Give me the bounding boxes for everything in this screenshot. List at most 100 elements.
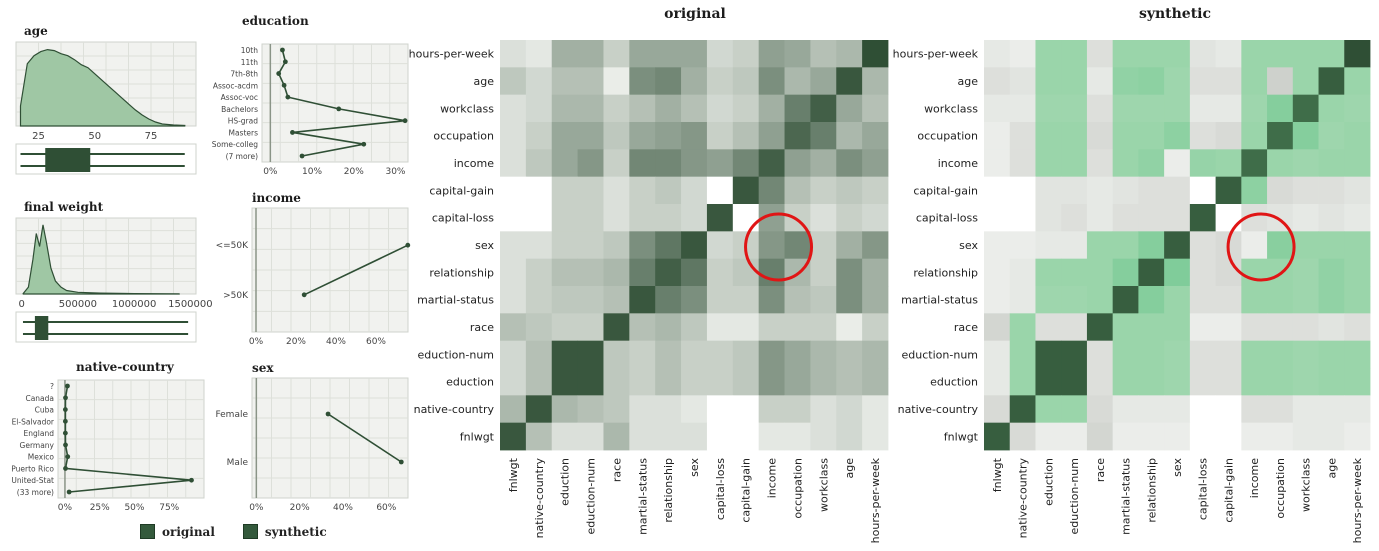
heatmap-synthetic-cell bbox=[1138, 340, 1165, 369]
heatmap-synthetic-cell bbox=[1189, 94, 1216, 123]
heatmap-synthetic-cell bbox=[1189, 340, 1216, 369]
heatmap-synthetic-cell bbox=[1009, 258, 1036, 287]
heatmap-synthetic-cell bbox=[1241, 258, 1268, 287]
sex-point bbox=[398, 459, 404, 465]
heatmap-original-cell bbox=[706, 122, 734, 150]
heatmap-synthetic-row-label: eduction bbox=[930, 376, 978, 389]
heatmap-synthetic-cell bbox=[1061, 422, 1088, 451]
heatmap-synthetic-cell bbox=[1344, 422, 1371, 451]
heatmap-original-cell bbox=[706, 286, 734, 314]
education-category-label: Some-colleg bbox=[212, 140, 258, 149]
heatmap-original-cell bbox=[577, 40, 604, 68]
heatmap-original-cell bbox=[862, 204, 889, 232]
legend: original synthetic bbox=[140, 524, 327, 539]
heatmap-original-cell bbox=[525, 313, 553, 342]
heatmap-synthetic-cell bbox=[1189, 368, 1216, 396]
sex-xtick-label: 40% bbox=[333, 503, 353, 513]
heatmap-original-cell bbox=[655, 368, 682, 396]
heatmap-original-cell bbox=[500, 286, 527, 314]
heatmap-original-cell bbox=[551, 395, 578, 424]
heatmap-original-cell bbox=[810, 422, 837, 451]
heatmap-synthetic-cell bbox=[1241, 122, 1268, 150]
heatmap-synthetic-cell bbox=[1061, 313, 1088, 342]
heatmap-original-cell bbox=[732, 395, 760, 424]
heatmap-original-cell bbox=[732, 122, 760, 150]
heatmap-synthetic-cell bbox=[1035, 286, 1062, 314]
income-title: income bbox=[252, 191, 301, 205]
heatmap-original-cell bbox=[500, 422, 527, 451]
income-point bbox=[405, 242, 411, 248]
heatmap-synthetic-grid: hours-per-week age workclass occupation inco… bbox=[893, 40, 1371, 543]
heatmap-synthetic-cell bbox=[1086, 122, 1114, 150]
heatmap-synthetic-cell bbox=[1009, 67, 1036, 96]
heatmap-original-cell bbox=[810, 40, 837, 68]
legend-item-synthetic: synthetic bbox=[242, 524, 327, 539]
heatmap-synthetic-cell bbox=[1035, 204, 1062, 232]
heatmap-original-cell bbox=[681, 340, 708, 369]
heatmap-synthetic-cell bbox=[1292, 422, 1319, 451]
heatmap-synthetic-cell bbox=[1112, 149, 1139, 178]
heatmap-synthetic-cell bbox=[1061, 286, 1088, 314]
heatmap-synthetic-cell bbox=[1189, 258, 1216, 287]
heatmap-synthetic-cell bbox=[1267, 149, 1294, 178]
heatmap-synthetic-cell bbox=[1138, 368, 1165, 396]
heatmap-synthetic-cell bbox=[984, 149, 1011, 178]
income-xtick-label: 60% bbox=[366, 337, 386, 347]
native-country-category-label: Germany bbox=[20, 441, 55, 450]
native-country-xtick-label: 75% bbox=[159, 503, 179, 513]
heatmap-original-title: original bbox=[664, 6, 726, 22]
heatmap-original-cell bbox=[500, 67, 527, 96]
heatmap-synthetic-cell bbox=[1267, 94, 1294, 123]
education-point bbox=[290, 130, 295, 135]
heatmap-synthetic-cell bbox=[1292, 94, 1319, 123]
heatmap-synthetic-row-label: capital-loss bbox=[916, 212, 978, 225]
income-xtick-label: 0% bbox=[249, 337, 264, 347]
heatmap-synthetic-cell bbox=[1344, 67, 1371, 96]
heatmap-original-row-label: capital-gain bbox=[429, 184, 494, 197]
education-title: education bbox=[242, 14, 309, 28]
heatmap-synthetic-cell bbox=[984, 368, 1011, 396]
heatmap-original-cell bbox=[758, 94, 785, 123]
heatmap-synthetic-cell bbox=[1318, 94, 1345, 123]
heatmap-synthetic-cell bbox=[1215, 368, 1242, 396]
heatmap-original-cell bbox=[629, 422, 656, 451]
heatmap-synthetic-cell bbox=[1138, 286, 1165, 314]
heatmap-original-cell bbox=[551, 204, 578, 232]
heatmap-synthetic-cell bbox=[1189, 313, 1216, 342]
heatmap-synthetic-cell bbox=[1061, 40, 1088, 68]
heatmap-synthetic-cell bbox=[1292, 67, 1319, 96]
heatmap-original-cell bbox=[706, 368, 734, 396]
heatmap-original-col-label: eduction-num bbox=[585, 458, 598, 534]
heatmap-original-cell bbox=[655, 67, 682, 96]
native-country-plot: ? Canada Cuba El-Salvador England Germany Mexi… bbox=[11, 379, 205, 513]
legend-item-original: original bbox=[140, 524, 215, 539]
heatmap-synthetic-cell bbox=[1292, 40, 1319, 68]
heatmap-synthetic-cell bbox=[1086, 67, 1114, 96]
heatmap-synthetic-cell bbox=[1267, 395, 1294, 424]
heatmap-synthetic-cell bbox=[1009, 176, 1036, 205]
heatmap-synthetic-cell bbox=[1112, 368, 1139, 396]
heatmap-original-cell bbox=[862, 395, 889, 424]
heatmap-original-cell bbox=[810, 67, 837, 96]
heatmap-synthetic-cell bbox=[1035, 368, 1062, 396]
heatmap-synthetic-cell bbox=[1215, 395, 1242, 424]
heatmap-synthetic-cell bbox=[1241, 395, 1268, 424]
heatmap-original-cell bbox=[706, 395, 734, 424]
income-plot: <=50K >50K 0% 20% 40% 60% bbox=[216, 207, 411, 347]
heatmap-synthetic-cell bbox=[1215, 94, 1242, 123]
heatmap-original-cell bbox=[525, 94, 553, 123]
heatmap-original-cell bbox=[810, 149, 837, 178]
heatmap-synthetic-cell bbox=[1267, 67, 1294, 96]
heatmap-synthetic-cell bbox=[1009, 340, 1036, 369]
heatmap-original-col-label: age bbox=[843, 458, 856, 479]
native-country-category-label: Canada bbox=[25, 394, 54, 403]
heatmap-synthetic-cell bbox=[1267, 40, 1294, 68]
heatmap-original-cell bbox=[655, 286, 682, 314]
heatmap-synthetic-cell bbox=[1164, 313, 1191, 342]
education-category-label: (7 more) bbox=[226, 152, 259, 161]
age-box-synthetic bbox=[45, 160, 91, 172]
heatmap-original-cell bbox=[551, 231, 578, 260]
heatmap-synthetic-row-label: income bbox=[938, 157, 979, 170]
heatmap-synthetic-row-label: occupation bbox=[917, 130, 978, 143]
final-weight-density-original bbox=[22, 224, 180, 295]
